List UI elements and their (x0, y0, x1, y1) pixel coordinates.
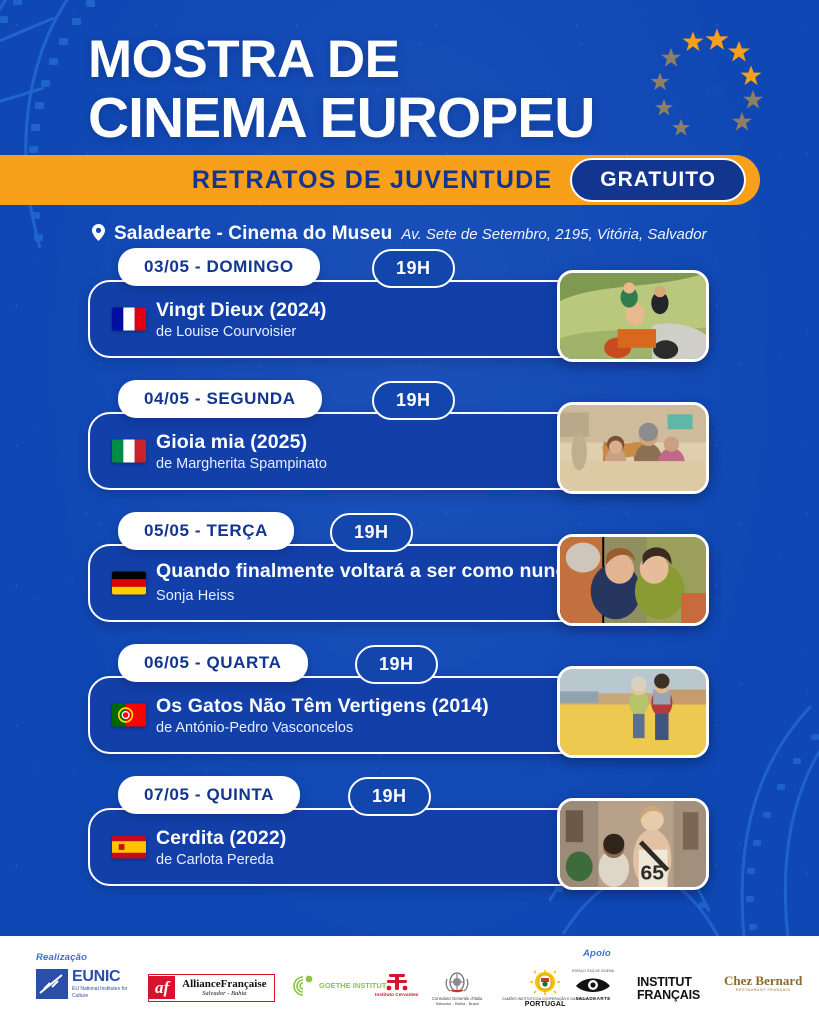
schedule-item[interactable]: 07/05 - QUINTA 19H Cerdita (2022) de Car… (0, 776, 819, 890)
logo-chez-bernard: Chez Bernard RESTAURANT FRANÇAIS (724, 974, 802, 992)
film-text: Quando finalmente voltará a ser como nun… (156, 560, 707, 606)
still-vingt-dieux-thumbnail (557, 270, 709, 362)
page-title-line1: MOSTRA DE (88, 30, 400, 89)
time-chip: 19H (372, 381, 455, 420)
footer-logos: Realização Apoio EUNIC EU National Insti… (0, 936, 819, 1024)
logo-consolato-italia: Consolato Generale d'Italia Salvador - B… (432, 971, 482, 1007)
logo-eunic: EUNIC EU National Institutes for Culture (36, 969, 134, 999)
schedule-item[interactable]: 03/05 - DOMINGO 19H Vingt Dieux (2024) d… (0, 248, 819, 362)
schedule-item[interactable]: 04/05 - SEGUNDA 19H Gioia mia (2025) de … (0, 380, 819, 494)
logo-af-name: AllianceFrançaise (182, 978, 267, 990)
logo-saladearte: ESPAÇO ITAÚ DE CINEMA SALADEARTE (572, 969, 614, 1001)
location-pin-icon (92, 224, 105, 246)
logo-camoes-portugal: CAMÕES INSTITUTO DA COOPERAÇÃO E DA LÍNG… (502, 970, 588, 1008)
still-os-gatos-thumbnail (557, 666, 709, 758)
still-quando-finalmente-thumbnail (557, 534, 709, 626)
logo-goethe-institut: GOETHE INSTITUT (290, 974, 387, 998)
film-director: de Margherita Spampinato (156, 455, 327, 472)
subtitle-band: RETRATOS DE JUVENTUDE GRATUITO (0, 155, 760, 205)
logo-cervantes-name: Instituto Cervantes (375, 993, 419, 998)
logo-eunic-tagline: EU National Institutes for Culture (72, 986, 128, 999)
footer-apoio-label: Apoio (583, 948, 611, 959)
film-director: de Carlota Pereda (156, 851, 274, 868)
logo-consolato-name: Consolato Generale d'Italia (432, 996, 483, 1001)
still-gioia-mia-thumbnail (557, 402, 709, 494)
film-director: de Louise Courvoisier (156, 323, 297, 340)
film-text: Os Gatos Não Têm Vertigens (2014) de Ant… (156, 695, 503, 736)
page-title-line2: CINEMA EUROPEU (88, 85, 595, 150)
schedule-item[interactable]: 05/05 - TERÇA 19H Quando finalmente volt… (0, 512, 819, 626)
time-chip: 19H (372, 249, 455, 288)
venue-address: Av. Sete de Setembro, 2195, Vitória, Sal… (401, 226, 707, 243)
time-chip: 19H (355, 645, 438, 684)
flag-portugal-icon (112, 703, 146, 727)
logo-chez-bernard-tagline: RESTAURANT FRANÇAIS (735, 988, 791, 992)
logo-saladearte-tagline: ESPAÇO ITAÚ DE CINEMA (572, 969, 615, 973)
subtitle-text: RETRATOS DE JUVENTUDE (191, 165, 553, 194)
venue-info: Saladearte - Cinema do Museu Av. Sete de… (92, 222, 707, 245)
flag-italy-icon (112, 439, 146, 463)
still-cerdita-thumbnail: 65 (557, 798, 709, 890)
logo-portugal-name: PORTUGAL (524, 1001, 566, 1009)
logo-alliance-francaise: af AllianceFrançaise Salvador - Bahia (148, 974, 275, 1002)
footer-realizacao-label: Realização (36, 952, 88, 963)
flag-spain-icon (112, 835, 146, 859)
logo-camoes-tagline: CAMÕES INSTITUTO DA COOPERAÇÃO E DA LÍNG… (502, 997, 589, 1001)
schedule-list: 03/05 - DOMINGO 19H Vingt Dieux (2024) d… (0, 248, 819, 890)
film-director: de António-Pedro Vasconcelos (156, 719, 354, 736)
schedule-item[interactable]: 06/05 - QUARTA 19H Os Gatos Não Têm Vert… (0, 644, 819, 758)
title-block: MOSTRA DE CINEMA EUROPEU (0, 30, 819, 150)
film-title: Vingt Dieux (2024) (156, 298, 327, 321)
logo-chez-bernard-name: Chez Bernard (724, 973, 803, 988)
time-chip: 19H (330, 513, 413, 552)
logo-consolato-city: Salvador - Bahia - Brasil (435, 1001, 479, 1007)
logo-af-city: Salvador - Bahia (202, 990, 247, 998)
logo-instituto-cervantes: Instituto Cervantes (375, 972, 418, 999)
date-chip: 03/05 - DOMINGO (118, 248, 320, 286)
poster-header: MOSTRA DE CINEMA EUROPEU RETRATOS DE JUV… (0, 0, 819, 244)
film-title: Os Gatos Não Têm Vertigens (2014) (156, 694, 489, 717)
logo-af-mark: af (149, 976, 176, 1000)
time-chip: 19H (348, 777, 431, 816)
film-title: Gioia mia (2025) (156, 430, 308, 453)
film-text: Vingt Dieux (2024) de Louise Courvoisier (156, 299, 341, 340)
film-title: Quando finalmente voltará a ser como nun… (156, 560, 693, 606)
date-chip: 04/05 - SEGUNDA (118, 380, 322, 418)
status-badge-free: GRATUITO (570, 158, 746, 202)
venue-name: Saladearte - Cinema do Museu (114, 223, 393, 244)
logo-saladearte-name: SALADEARTE (575, 996, 611, 1002)
logo-eunic-name: EUNIC (72, 968, 121, 986)
flag-france-icon (112, 307, 146, 331)
film-title-text: Quando finalmente voltará a ser como nun… (156, 560, 670, 582)
film-text: Cerdita (2022) de Carlota Pereda (156, 827, 300, 868)
date-chip: 05/05 - TERÇA (118, 512, 295, 550)
date-chip: 06/05 - QUARTA (118, 644, 308, 682)
logo-institut-francais-name: INSTITUT FRANÇAIS (637, 975, 700, 1002)
logo-institut-francais: INSTITUT FRANÇAIS (637, 976, 715, 1002)
film-text: Gioia mia (2025) de Margherita Spampinat… (156, 431, 341, 472)
date-chip: 07/05 - QUINTA (118, 776, 300, 814)
logo-goethe-name: GOETHE INSTITUT (319, 980, 387, 990)
film-title: Cerdita (2022) (156, 826, 287, 849)
flag-germany-icon (112, 571, 146, 595)
